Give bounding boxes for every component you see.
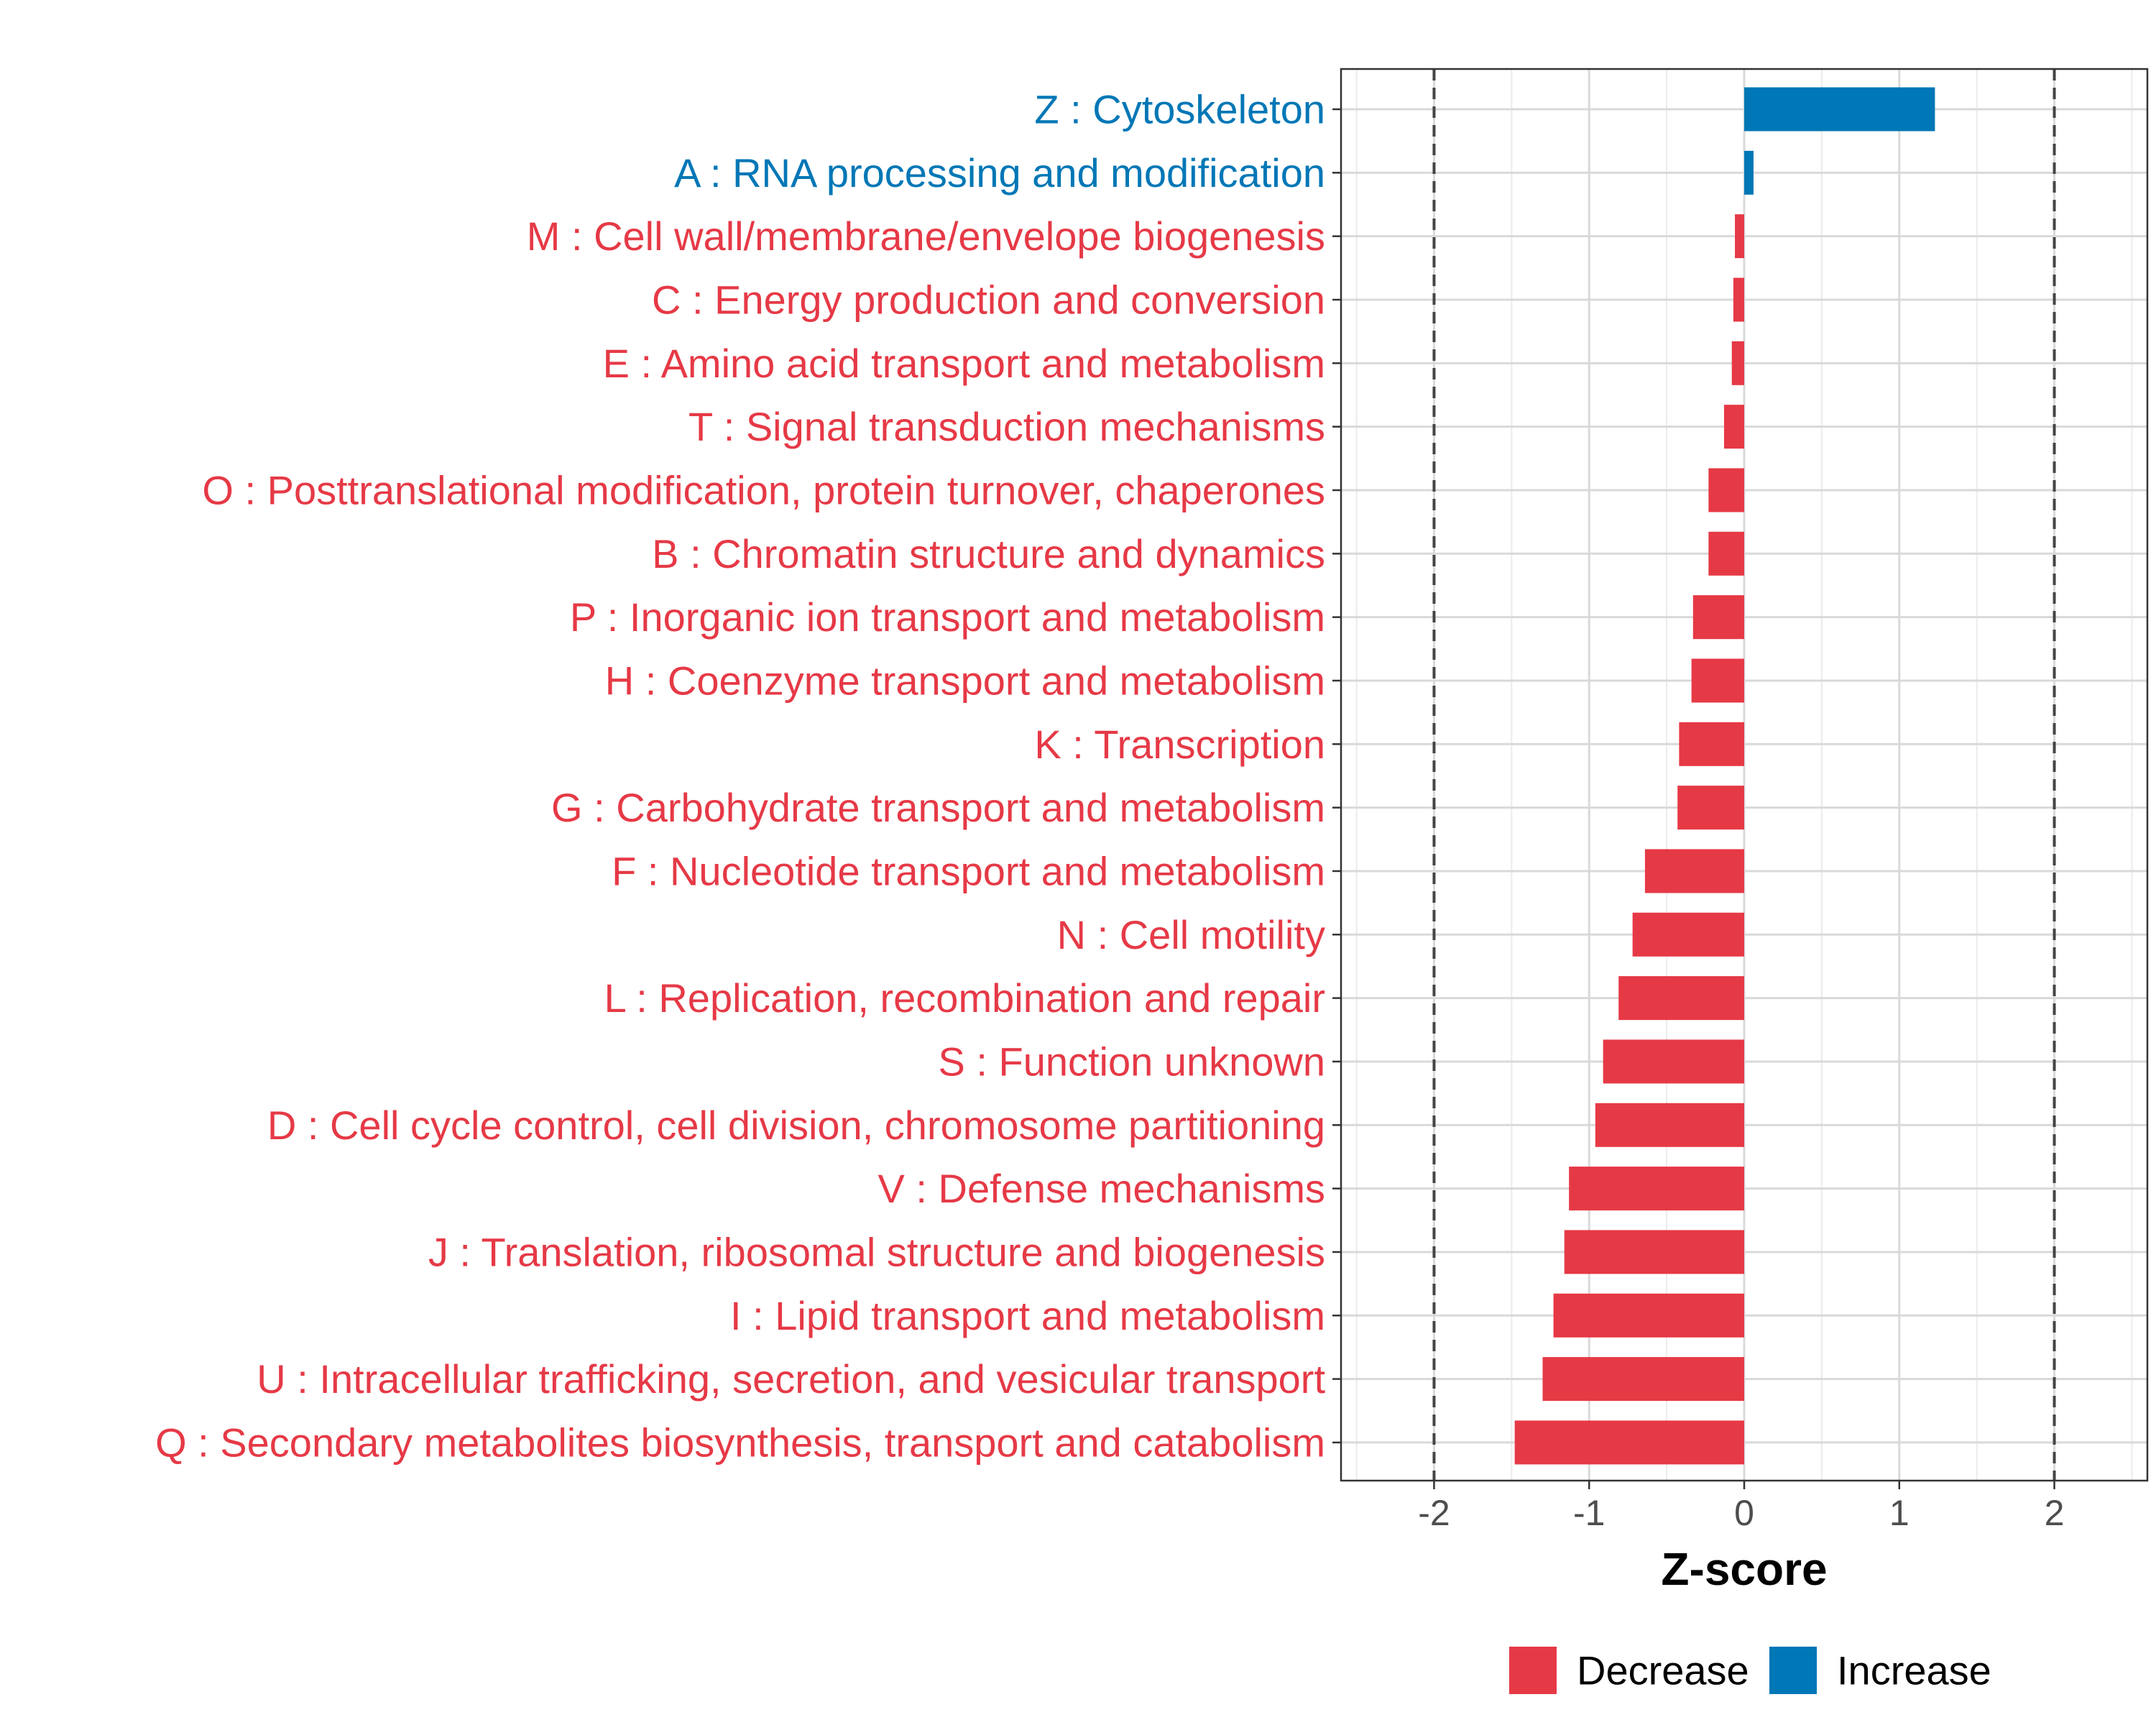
category-label: I : Lipid transport and metabolism: [730, 1293, 1325, 1338]
x-tick-label: -2: [1418, 1493, 1450, 1533]
bar: [1632, 912, 1744, 957]
category-label: Q : Secondary metabolites biosynthesis, …: [155, 1420, 1325, 1465]
category-label: A : RNA processing and modification: [674, 150, 1325, 196]
category-label: J : Translation, ribosomal structure and…: [428, 1229, 1325, 1274]
x-tick-label: -1: [1573, 1493, 1605, 1533]
category-label: D : Cell cycle control, cell division, c…: [267, 1103, 1325, 1148]
bar: [1542, 1357, 1744, 1402]
category-label: E : Amino acid transport and metabolism: [603, 341, 1325, 386]
legend-key: [1769, 1647, 1817, 1694]
bar: [1731, 341, 1744, 385]
category-label: U : Intracellular trafficking, secretion…: [257, 1356, 1325, 1402]
bar: [1569, 1167, 1744, 1211]
reference-lines: [1432, 69, 2056, 1481]
category-label: O : Posttranslational modification, prot…: [202, 467, 1325, 512]
bar: [1514, 1420, 1744, 1465]
category-label: S : Function unknown: [938, 1039, 1325, 1084]
bar: [1618, 976, 1744, 1021]
bar: [1723, 405, 1744, 449]
category-label: K : Transcription: [1034, 722, 1325, 767]
x-tick-label: 1: [1889, 1493, 1909, 1533]
bar: [1679, 722, 1744, 766]
bar: [1564, 1230, 1744, 1274]
bar: [1595, 1103, 1744, 1147]
x-tick-label: 2: [2045, 1493, 2065, 1533]
category-label: F : Nucleotide transport and metabolism: [612, 848, 1325, 893]
category-labels: Z : Cytoskeleton A : RNA processing and m…: [155, 87, 1341, 1465]
category-label: M : Cell wall/membrane/envelope biogenes…: [527, 213, 1325, 259]
category-label: Z : Cytoskeleton: [1034, 87, 1325, 132]
category-label: V : Defense mechanisms: [878, 1166, 1325, 1211]
x-axis-title: Z-score: [1661, 1543, 1827, 1595]
bar: [1553, 1293, 1744, 1338]
bar: [1603, 1039, 1744, 1084]
bar: [1744, 150, 1754, 195]
legend-key: [1509, 1647, 1557, 1694]
category-label: N : Cell motility: [1057, 912, 1325, 957]
bar: [1733, 277, 1744, 322]
bar: [1708, 531, 1744, 576]
legend: Decrease Increase: [1509, 1647, 1991, 1694]
x-tick-label: 0: [1734, 1493, 1754, 1533]
bar: [1691, 658, 1744, 703]
category-label: P : Inorganic ion transport and metaboli…: [570, 594, 1325, 640]
category-label: C : Energy production and conversion: [652, 277, 1325, 322]
bar: [1677, 786, 1744, 830]
category-label: L : Replication, recombination and repai…: [604, 975, 1325, 1021]
category-label: B : Chromatin structure and dynamics: [652, 531, 1325, 576]
bar: [1708, 468, 1744, 512]
bar: [1735, 214, 1744, 259]
bar: [1744, 87, 1935, 132]
bar: [1692, 595, 1744, 640]
category-label: G : Carbohydrate transport and metabolis…: [551, 785, 1325, 830]
bar: [1644, 849, 1744, 893]
category-label: H : Coenzyme transport and metabolism: [605, 658, 1325, 703]
category-label: T : Signal transduction mechanisms: [688, 404, 1325, 449]
x-axis-ticks: -2 -1 0 1 2: [1418, 1481, 2064, 1533]
legend-label: Increase: [1837, 1648, 1991, 1693]
legend-label: Decrease: [1577, 1648, 1749, 1693]
bars: [1514, 87, 1935, 1465]
